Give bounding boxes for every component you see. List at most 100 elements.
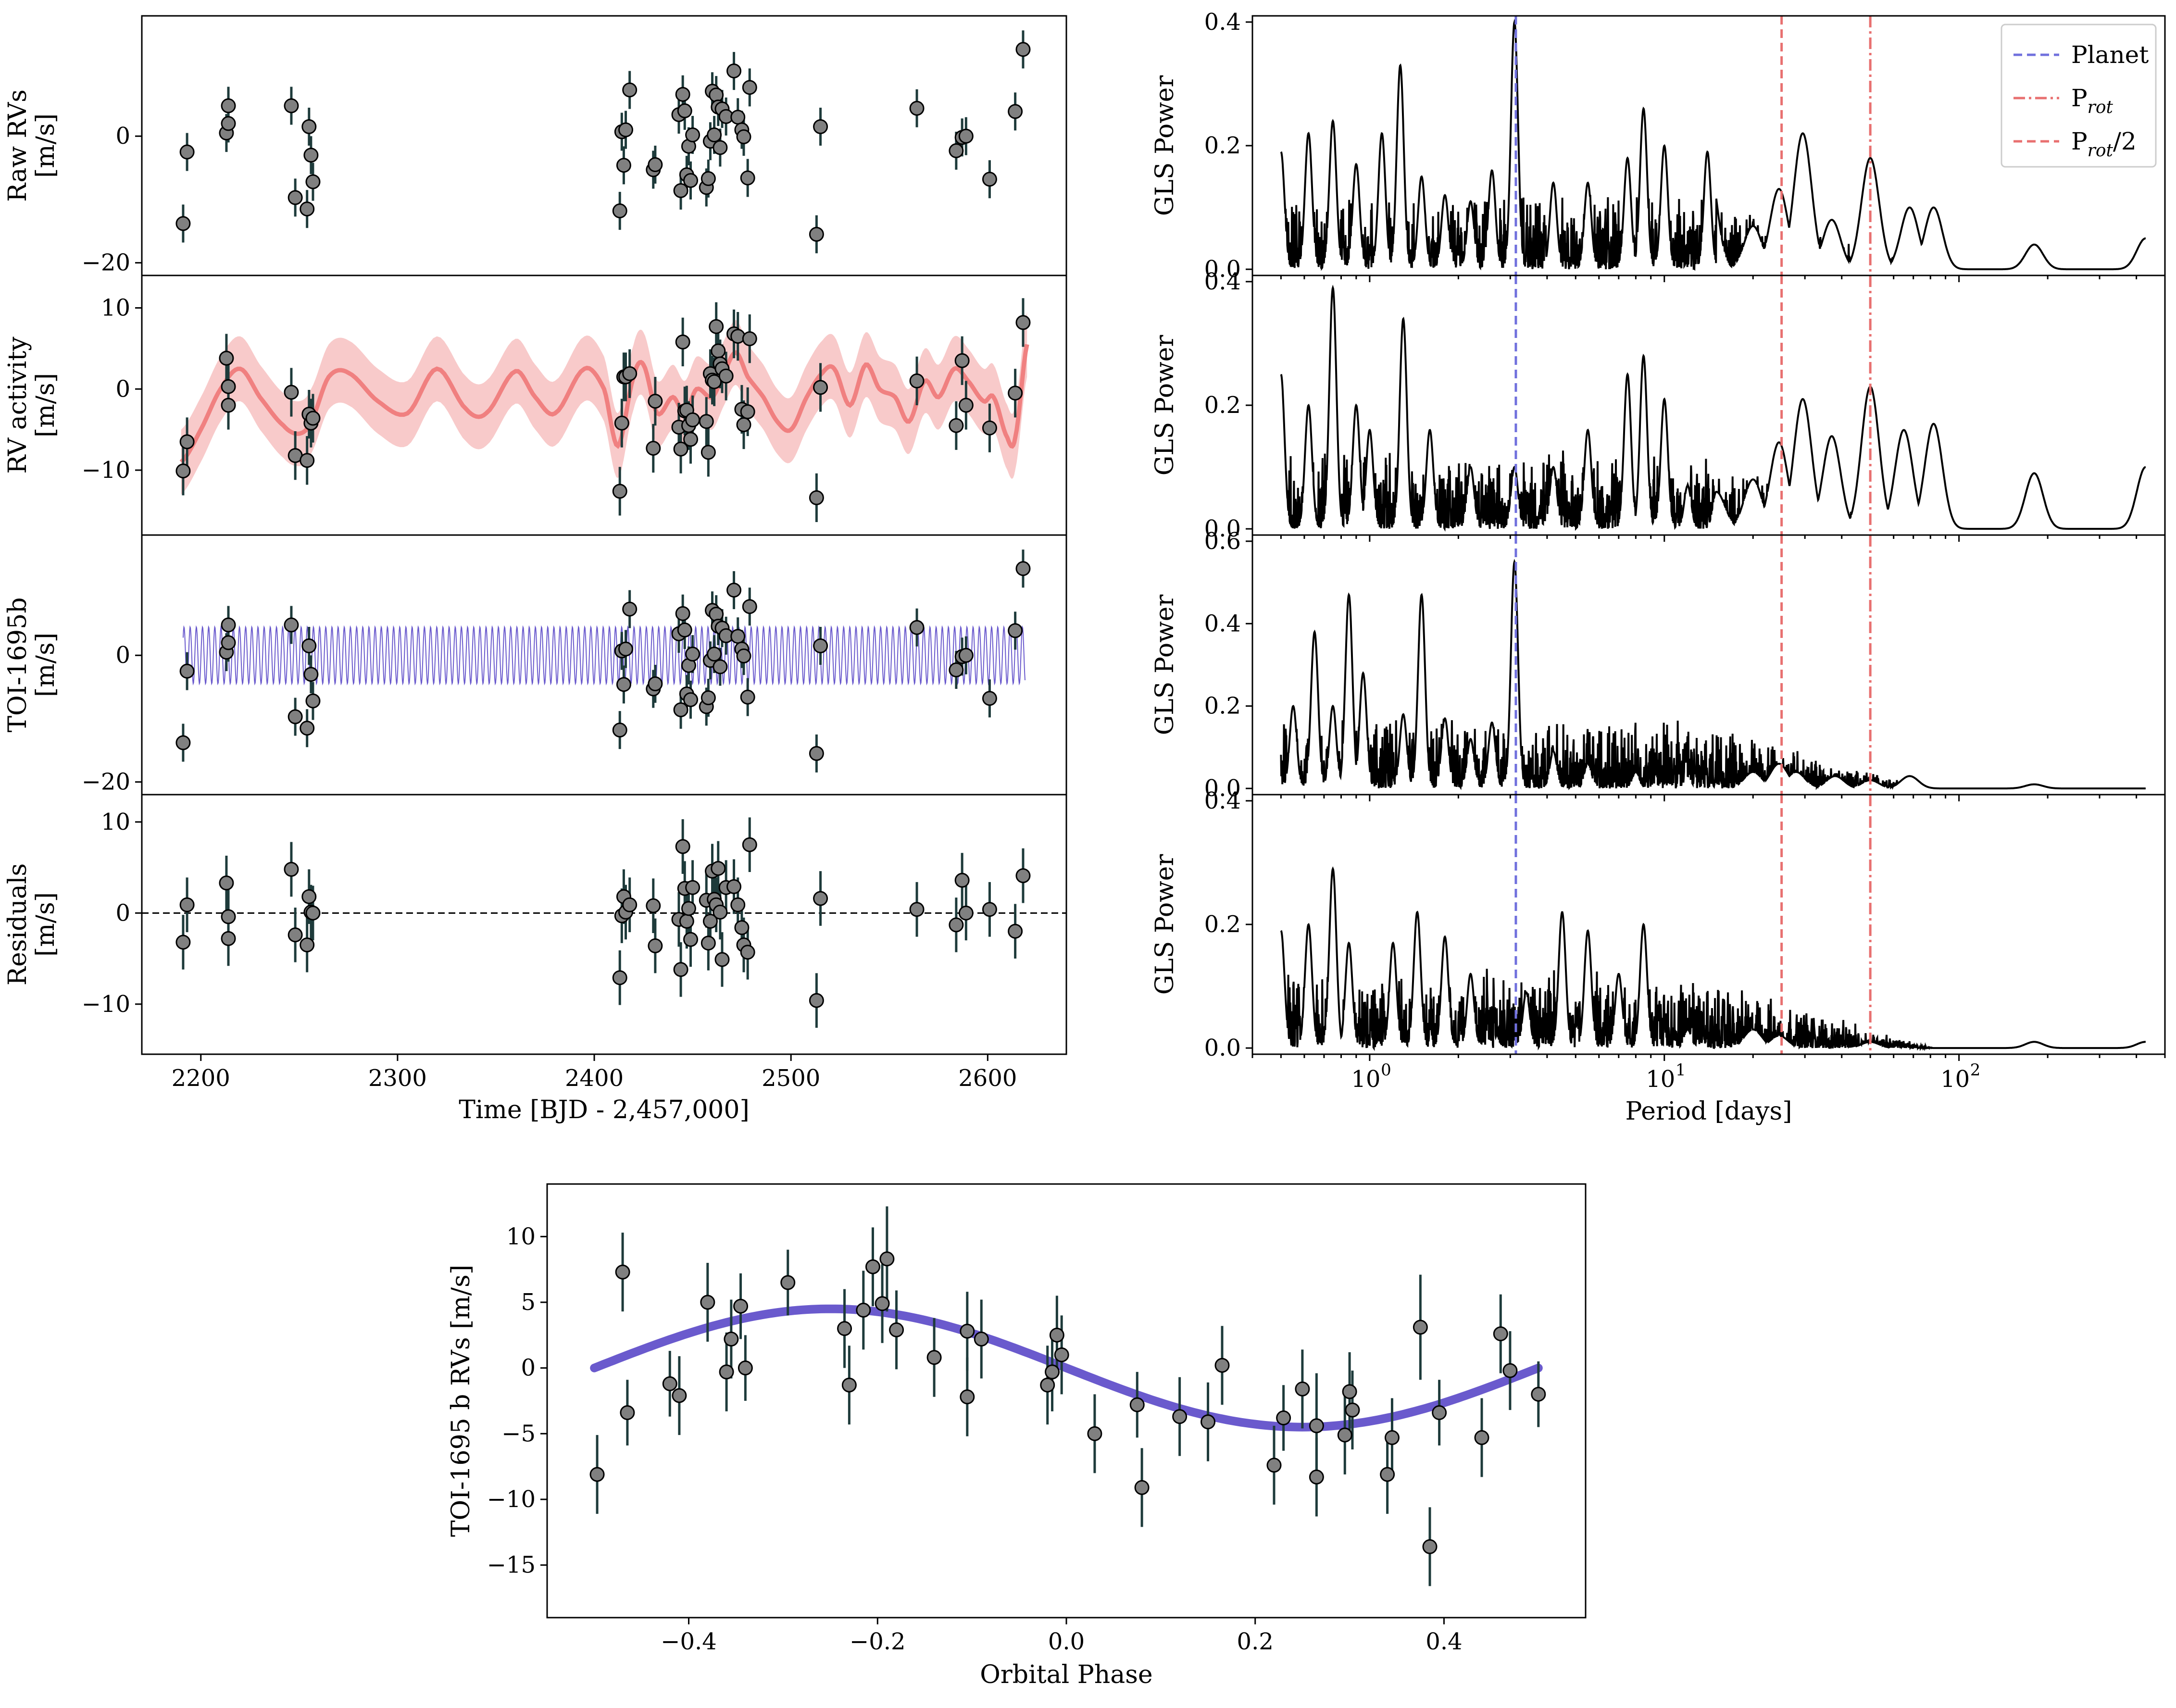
xtick-label: 0.2 [1237, 1628, 1274, 1655]
panel-toi-1695b: 0 −20 TOI-1695b[m/s] [3, 534, 1067, 796]
data-point [738, 1360, 753, 1376]
legend-box [2001, 24, 2157, 168]
ytick-label: 0.2 [1204, 693, 1241, 720]
data-point [982, 172, 997, 187]
data-point [614, 415, 629, 431]
data-point [730, 629, 746, 644]
x-axis-label: Period [days] [1626, 1097, 1792, 1126]
legend-subscript: rot [2088, 98, 2113, 117]
data-point [648, 157, 663, 173]
data-point [730, 897, 746, 912]
data-point [305, 411, 321, 426]
data-point [742, 599, 757, 614]
data-point [1474, 1430, 1489, 1446]
data-point [909, 373, 925, 388]
data-point [1172, 1409, 1188, 1424]
data-point [1345, 1402, 1360, 1418]
xtick-label: 10 [1940, 1066, 1970, 1093]
xtick-label: 0.0 [1048, 1628, 1085, 1655]
data-point [622, 366, 638, 381]
phase-model-line [590, 1304, 1543, 1432]
data-point [713, 659, 728, 674]
data-point [221, 909, 236, 924]
data-point [1129, 1397, 1145, 1412]
data-point [707, 374, 722, 389]
data-point [1015, 868, 1031, 884]
data-point [699, 414, 714, 429]
y-axis-label: TOI-1695 b RVs [m/s] [447, 1265, 475, 1537]
data-point [809, 993, 824, 1008]
data-point [175, 735, 191, 750]
data-point [301, 889, 317, 904]
data-point [709, 319, 724, 334]
data-point [719, 1364, 734, 1380]
planet-model-line [182, 625, 1025, 686]
panel-residuals: 10 0 −10 Residuals[m/s] 2200 2300 2400 2500 2600… [3, 794, 1067, 1124]
data-point [646, 440, 661, 456]
data-point [616, 158, 631, 173]
y-axis-label: RV activity [3, 337, 32, 474]
ytick-label: 0.0 [1204, 1035, 1241, 1061]
data-point [700, 445, 716, 460]
data-point [742, 80, 757, 95]
data-point [740, 945, 755, 960]
data-point [1008, 104, 1023, 119]
data-point [221, 116, 236, 131]
panel-gls-planet: 0.0 0.2 0.4 0.6 GLS Power [1151, 528, 2166, 802]
data-point [780, 1275, 796, 1290]
data-point [616, 677, 631, 692]
data-point [700, 171, 716, 186]
ytick-label: 0.2 [1204, 392, 1241, 419]
data-point [724, 1332, 739, 1347]
data-point [685, 647, 700, 662]
data-point [175, 216, 191, 231]
panel-phase-folded: 10 5 0 −5 −10 −15 −0.4 −0.2 0.0 0.2 0.4 TOI-1695 b … [447, 1183, 1587, 1689]
data-point [1493, 1326, 1508, 1342]
data-point [683, 932, 699, 947]
data-point [958, 648, 974, 663]
ytick-label: 0.0 [1204, 775, 1241, 802]
data-point [618, 641, 634, 657]
data-point [612, 484, 627, 499]
data-point [672, 1388, 687, 1403]
data-point [622, 601, 638, 617]
data-point [700, 1295, 715, 1310]
data-point [646, 898, 661, 913]
ytick-label: 0 [521, 1355, 536, 1382]
data-point [673, 962, 688, 977]
data-point [809, 746, 824, 761]
data-point [677, 623, 692, 638]
data-point [909, 100, 925, 116]
data-point [740, 689, 755, 705]
xtick-label: 10 [1351, 1066, 1380, 1093]
y-axis-label: GLS Power [1151, 335, 1179, 476]
data-point [856, 1302, 871, 1318]
xtick-label: 10 [1646, 1066, 1675, 1093]
ytick-label: 10 [101, 809, 130, 835]
y-axis-label: [m/s] [31, 892, 60, 957]
data-point [219, 350, 234, 366]
ytick-label: 0 [115, 899, 130, 926]
ytick-label: 0.2 [1204, 911, 1241, 938]
data-point [305, 693, 321, 709]
data-point [1276, 1410, 1291, 1426]
data-point [1309, 1470, 1324, 1485]
data-point [958, 398, 974, 413]
data-point [909, 902, 925, 917]
data-point [879, 1251, 895, 1267]
data-point [1054, 1347, 1069, 1362]
data-point [622, 897, 638, 912]
xtick-label: 2400 [565, 1065, 624, 1092]
data-point [718, 368, 734, 384]
data-point [1008, 386, 1023, 401]
data-point [303, 667, 319, 682]
raw-frame [141, 15, 1067, 276]
ytick-label: −5 [501, 1420, 536, 1447]
ytick-label: −10 [487, 1486, 536, 1513]
ytick-label: 0.4 [1204, 268, 1241, 295]
data-point [221, 635, 236, 650]
data-point [982, 902, 997, 917]
data-point [675, 839, 690, 854]
data-point [841, 1377, 857, 1393]
gp-uncertainty-band [181, 312, 1027, 495]
